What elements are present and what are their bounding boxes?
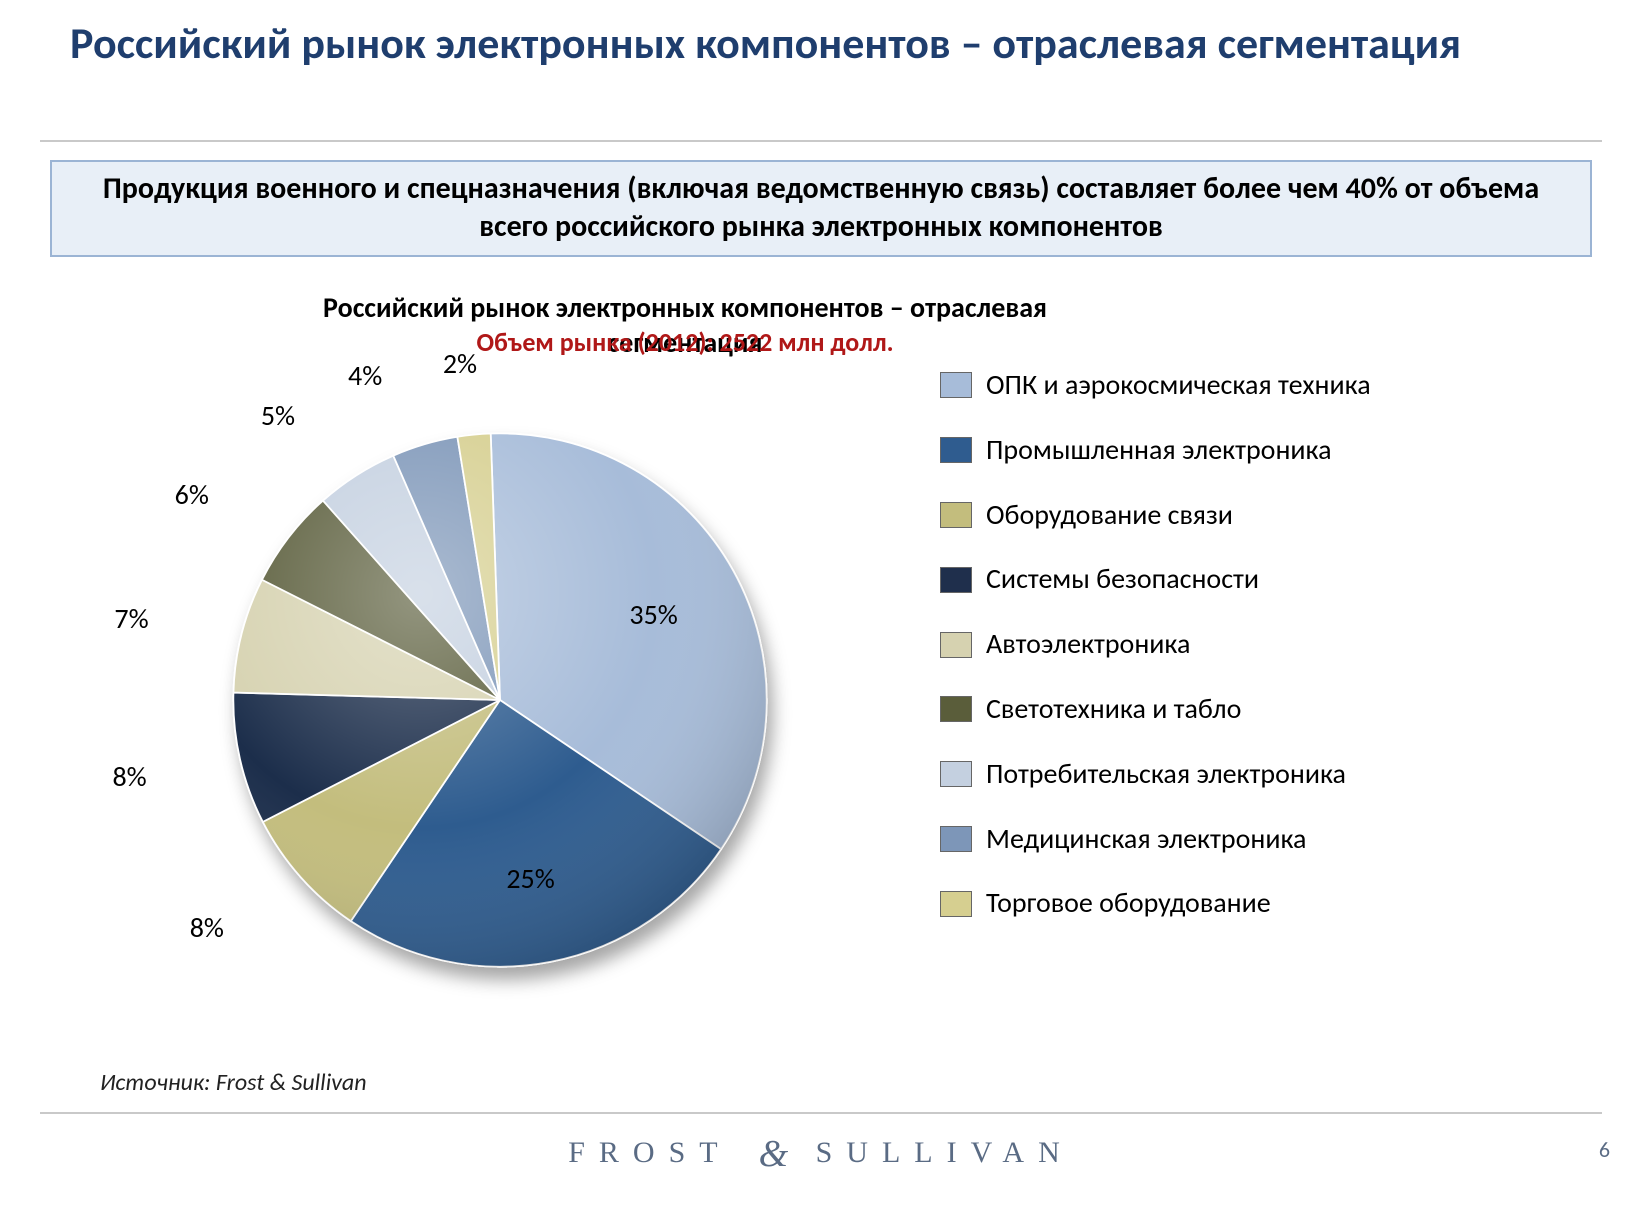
divider-top [40,140,1602,142]
legend-item: ОПК и аэрокосмическая техника [940,370,1560,401]
divider-bottom [40,1112,1602,1114]
pie-slice-label: 35% [629,597,677,632]
legend-swatch [940,696,972,722]
legend-swatch [940,632,972,658]
footer-brand-right: SULLIVAN [816,1136,1074,1169]
legend-item: Светотехника и табло [940,694,1560,725]
legend: ОПК и аэрокосмическая техника Промышленна… [940,370,1560,953]
pie-slice-label: 8% [190,910,224,945]
legend-label: Медицинская электроника [986,824,1306,855]
legend-swatch [940,826,972,852]
legend-item: Промышленная электроника [940,435,1560,466]
footer-brand-amp: & [753,1133,795,1175]
legend-label: Потребительская электроника [986,759,1346,790]
legend-swatch [940,761,972,787]
legend-item: Медицинская электроника [940,824,1560,855]
page-title: Российский рынок электронных компонентов… [70,18,1570,69]
page-number: 6 [1599,1136,1610,1163]
legend-label: Светотехника и табло [986,694,1241,725]
pie-slice-label: 25% [506,861,554,896]
legend-swatch [940,567,972,593]
legend-swatch [940,372,972,398]
pie-svg [180,380,820,1020]
legend-label: Автоэлектроника [986,629,1190,660]
pie-chart: 35%25%8%8%7%6%5%4%2% [180,380,820,1020]
pie-slice-label: 4% [348,358,382,393]
pie-slice-label: 2% [443,346,477,381]
footer-brand-left: FROST [568,1136,731,1169]
slide: Российский рынок электронных компонентов… [0,0,1642,1210]
legend-item: Автоэлектроника [940,629,1560,660]
legend-swatch [940,891,972,917]
legend-label: Оборудование связи [986,500,1233,531]
pie-slice-label: 6% [175,477,209,512]
legend-label: Системы безопасности [986,564,1259,595]
chart-subtitle: Объем рынка (2012): 2522 млн долл. [250,326,1120,358]
legend-swatch [940,502,972,528]
footer-brand: FROST & SULLIVAN [0,1132,1642,1176]
legend-label: Торговое оборудование [986,888,1271,919]
pie-slice-label: 5% [261,398,295,433]
source-text: Источник: Frost & Sullivan [100,1068,367,1097]
legend-label: ОПК и аэрокосмическая техника [986,370,1371,401]
legend-label: Промышленная электроника [986,435,1332,466]
callout-box: Продукция военного и спецназначения (вкл… [50,160,1592,257]
legend-item: Системы безопасности [940,564,1560,595]
legend-item: Оборудование связи [940,500,1560,531]
legend-swatch [940,437,972,463]
chart-area: Российский рынок электронных компонентов… [70,290,1570,1080]
pie-slice-label: 7% [114,601,148,636]
legend-item: Торговое оборудование [940,888,1560,919]
legend-item: Потребительская электроника [940,759,1560,790]
pie-slice-label: 8% [112,759,146,794]
